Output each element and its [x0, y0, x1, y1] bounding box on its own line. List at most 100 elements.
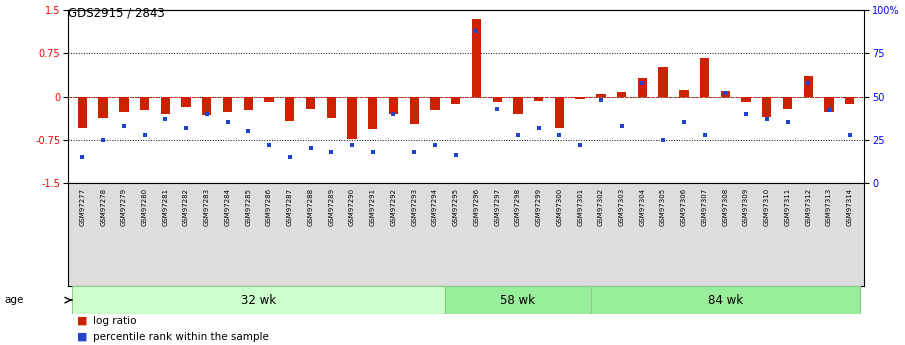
Point	[843, 132, 857, 137]
Text: GSM97301: GSM97301	[577, 188, 583, 226]
Text: GSM97303: GSM97303	[619, 188, 624, 226]
Text: GSM97302: GSM97302	[598, 188, 604, 226]
Point	[698, 132, 712, 137]
Text: GSM97287: GSM97287	[287, 188, 293, 226]
Point	[75, 154, 90, 160]
Text: GSM97298: GSM97298	[515, 188, 521, 226]
Text: GSM97294: GSM97294	[432, 188, 438, 226]
Text: GDS2915 / 2843: GDS2915 / 2843	[68, 7, 165, 20]
Text: GSM97284: GSM97284	[224, 188, 231, 226]
Text: GSM97313: GSM97313	[826, 188, 832, 226]
Text: GSM97310: GSM97310	[764, 188, 770, 226]
Point	[117, 123, 131, 129]
Bar	[596, 94, 605, 97]
Text: GSM97300: GSM97300	[557, 188, 562, 226]
Text: GSM97296: GSM97296	[473, 188, 480, 226]
Bar	[285, 97, 294, 121]
Point	[759, 116, 774, 122]
Text: GSM97291: GSM97291	[370, 188, 376, 226]
Text: GSM97314: GSM97314	[847, 188, 853, 226]
Bar	[659, 67, 668, 97]
Bar	[679, 90, 689, 97]
Bar	[762, 97, 771, 117]
Bar	[348, 97, 357, 139]
Point	[200, 111, 214, 117]
Point	[262, 142, 276, 148]
Point	[158, 116, 173, 122]
Point	[96, 137, 110, 142]
Text: percentile rank within the sample: percentile rank within the sample	[93, 332, 269, 342]
Bar	[327, 97, 336, 118]
Bar	[590, 286, 860, 314]
Point	[801, 80, 815, 86]
Text: GSM97288: GSM97288	[308, 188, 313, 226]
Text: GSM97312: GSM97312	[805, 188, 811, 226]
Point	[780, 120, 795, 125]
Text: GSM97299: GSM97299	[536, 188, 542, 226]
Bar	[72, 286, 445, 314]
Point	[594, 97, 608, 103]
Text: GSM97306: GSM97306	[681, 188, 687, 226]
Point	[282, 154, 297, 160]
Text: GSM97279: GSM97279	[121, 188, 127, 226]
Point	[822, 108, 836, 113]
Point	[324, 149, 338, 155]
Point	[635, 80, 650, 86]
Text: GSM97290: GSM97290	[349, 188, 355, 226]
Bar	[99, 97, 108, 118]
Text: GSM97281: GSM97281	[162, 188, 168, 226]
Point	[552, 132, 567, 137]
Bar	[445, 286, 590, 314]
Bar	[368, 97, 377, 129]
Point	[449, 152, 463, 158]
Text: GSM97311: GSM97311	[785, 188, 791, 226]
Text: GSM97292: GSM97292	[390, 188, 396, 226]
Text: 84 wk: 84 wk	[708, 294, 743, 307]
Text: ■: ■	[77, 332, 88, 342]
Text: age: age	[5, 295, 24, 305]
Bar	[741, 97, 751, 102]
Bar	[202, 97, 212, 115]
Bar	[638, 78, 647, 97]
Bar	[513, 97, 522, 114]
Text: ■: ■	[77, 316, 88, 326]
Point	[386, 111, 401, 117]
Point	[428, 142, 443, 148]
Text: GSM97307: GSM97307	[701, 188, 708, 226]
Bar	[264, 97, 273, 102]
Bar	[140, 97, 149, 110]
Point	[303, 146, 318, 151]
Point	[656, 137, 671, 142]
Point	[677, 120, 691, 125]
Bar	[576, 97, 585, 99]
Bar	[181, 97, 191, 107]
Point	[531, 125, 546, 130]
Text: GSM97309: GSM97309	[743, 188, 749, 226]
Point	[345, 142, 359, 148]
Bar	[451, 97, 461, 104]
Text: 32 wk: 32 wk	[241, 294, 276, 307]
Bar	[306, 97, 315, 109]
Bar	[119, 97, 129, 112]
Text: GSM97285: GSM97285	[245, 188, 252, 226]
Bar	[824, 97, 834, 111]
Text: GSM97286: GSM97286	[266, 188, 272, 226]
Text: GSM97280: GSM97280	[141, 188, 148, 226]
Point	[510, 132, 525, 137]
Bar	[472, 19, 481, 97]
Point	[220, 120, 234, 125]
Text: GSM97304: GSM97304	[639, 188, 645, 226]
Point	[469, 28, 483, 34]
Bar	[78, 97, 87, 128]
Point	[573, 142, 587, 148]
Bar	[430, 97, 440, 110]
Text: GSM97295: GSM97295	[452, 188, 459, 226]
Bar	[845, 97, 854, 104]
Bar	[783, 97, 792, 109]
Text: GSM97305: GSM97305	[660, 188, 666, 226]
Text: GSM97277: GSM97277	[80, 188, 85, 226]
Bar	[617, 92, 626, 97]
Bar	[161, 97, 170, 114]
Point	[366, 149, 380, 155]
Text: GSM97278: GSM97278	[100, 188, 106, 226]
